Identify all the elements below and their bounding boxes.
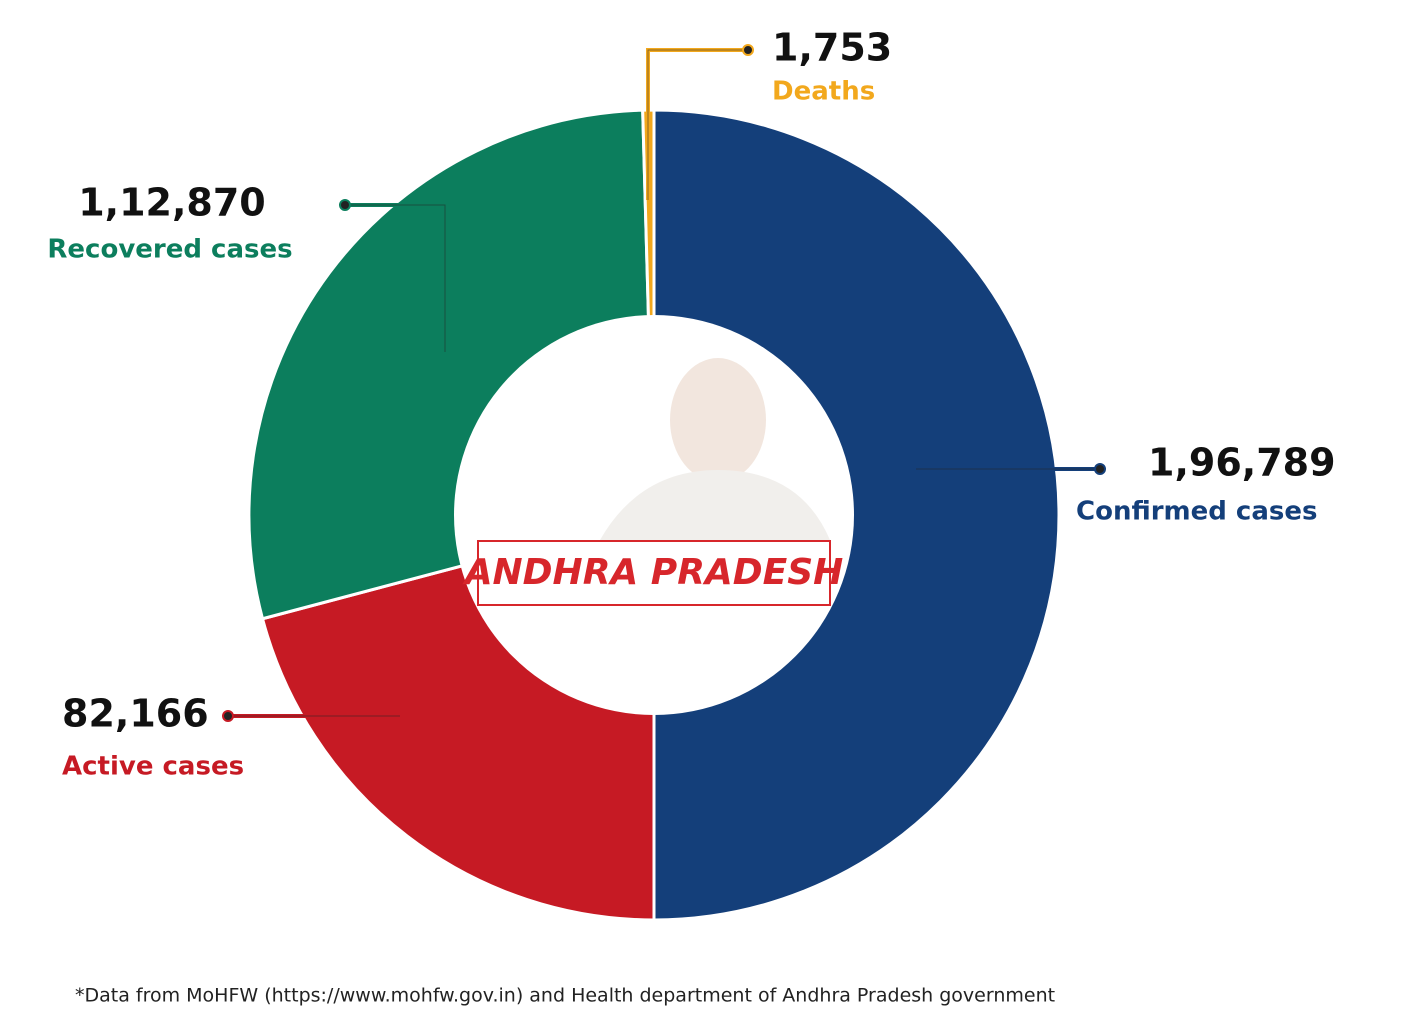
legend-label: Active cases — [62, 752, 244, 782]
leader-line-edge — [647, 49, 748, 200]
data-label: 82,166 — [62, 692, 209, 736]
data-label: 1,12,870 — [78, 181, 266, 225]
leader-dot — [1094, 463, 1106, 475]
leader-dot — [222, 710, 234, 722]
footnote: *Data from MoHFW (https://www.mohfw.gov.… — [75, 985, 1055, 1007]
leader-dot — [339, 199, 351, 211]
portrait-placeholder — [600, 358, 830, 540]
leader-dot — [742, 44, 754, 56]
donut-slice — [652, 108, 1061, 922]
data-label: 1,753 — [772, 26, 892, 70]
center-title: ANDHRA PRADESH — [462, 552, 844, 593]
leader-line-edge — [345, 204, 446, 352]
donut — [247, 108, 1061, 922]
legend-label: Deaths — [772, 77, 875, 107]
data-label: 1,96,789 — [1148, 441, 1336, 485]
legend-label: Recovered cases — [47, 235, 292, 265]
center-box — [477, 540, 831, 606]
legend-label: Confirmed cases — [1076, 497, 1317, 527]
